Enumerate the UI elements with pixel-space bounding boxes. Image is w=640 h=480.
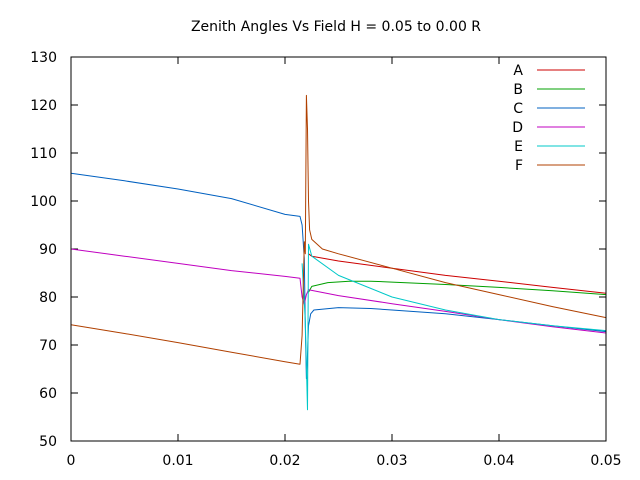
x-axis-ticks: 0 0.01 0.02 0.03 0.04 0.05 (67, 57, 622, 469)
chart-title: Zenith Angles Vs Field H = 0.05 to 0.00 … (191, 19, 481, 35)
y-tick-label: 90 (39, 242, 57, 258)
y-tick-label: 80 (39, 290, 57, 306)
legend-label-f: F (515, 158, 523, 174)
y-tick-label: 70 (39, 338, 57, 354)
y-tick-label: 130 (30, 50, 57, 66)
y-tick-label: 110 (30, 146, 57, 162)
x-tick-label: 0.02 (269, 453, 300, 469)
x-tick-label: 0.03 (376, 453, 407, 469)
legend-label-a: A (513, 63, 523, 79)
x-tick-label: 0.04 (483, 453, 514, 469)
legend-label-b: B (513, 82, 523, 98)
y-tick-label: 60 (39, 386, 57, 402)
legend-label-e: E (514, 139, 523, 155)
x-tick-label: 0.05 (590, 453, 621, 469)
series-line-f (70, 94, 607, 365)
x-tick-label: 0 (67, 453, 76, 469)
plot-lines (70, 94, 607, 411)
y-tick-label: 120 (30, 98, 57, 114)
series-line-b (308, 280, 607, 296)
x-tick-label: 0.01 (162, 453, 193, 469)
series-line-a (308, 253, 607, 294)
y-tick-label: 50 (39, 434, 57, 450)
plot-frame (70, 56, 607, 442)
y-tick-label: 100 (30, 194, 57, 210)
series-line-e (301, 243, 607, 411)
legend-label-d: D (512, 120, 523, 136)
series-line-d (70, 248, 607, 334)
legend-label-c: C (513, 101, 523, 117)
